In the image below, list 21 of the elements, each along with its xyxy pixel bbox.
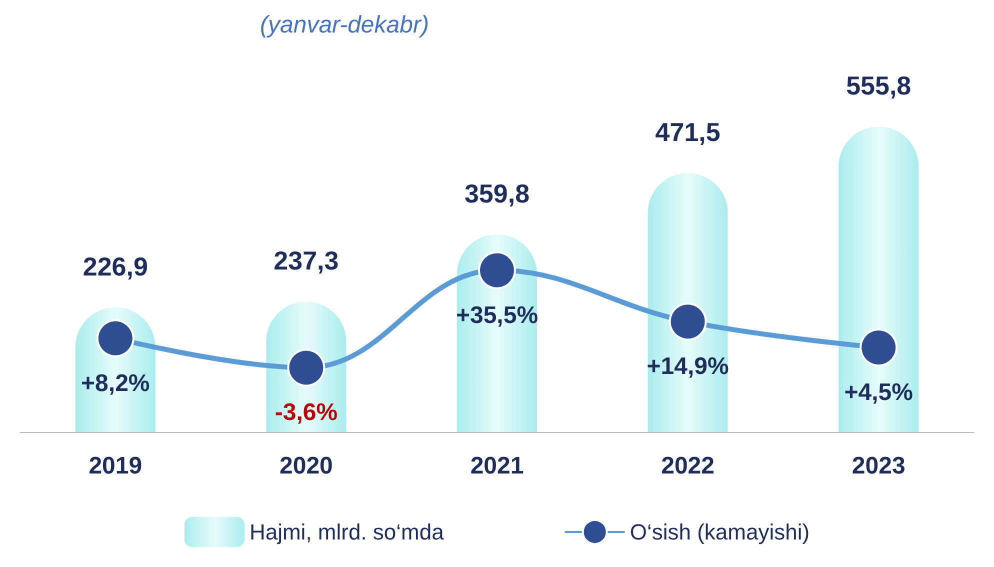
data-label: 237,3 xyxy=(274,246,339,276)
x-tick-label: 2020 xyxy=(280,452,333,480)
x-tick-label: 2019 xyxy=(88,452,142,480)
data-label: 555,8 xyxy=(846,70,912,101)
bar xyxy=(838,126,919,432)
data-label: -3,6% xyxy=(274,399,338,426)
data-label: +8,2% xyxy=(81,370,150,397)
bar xyxy=(457,234,537,432)
data-label: +14,9% xyxy=(646,353,729,380)
data-label: 471,5 xyxy=(655,116,720,147)
data-label: 359,8 xyxy=(464,178,530,208)
bar xyxy=(648,172,728,432)
legend-label: Hajmi, mlrd. so‘mda xyxy=(249,520,445,544)
legend-label: O‘sish (kamayishi) xyxy=(630,520,810,544)
x-tick-label: 2023 xyxy=(852,452,906,480)
data-label: +4,5% xyxy=(844,379,913,406)
data-label: 226,9 xyxy=(82,251,148,282)
x-tick-label: 2021 xyxy=(470,452,524,480)
x-tick-label: 2022 xyxy=(661,452,714,480)
data-label: +35,5% xyxy=(456,302,538,329)
chart-subtitle: (yanvar-dekabr) xyxy=(260,12,429,38)
